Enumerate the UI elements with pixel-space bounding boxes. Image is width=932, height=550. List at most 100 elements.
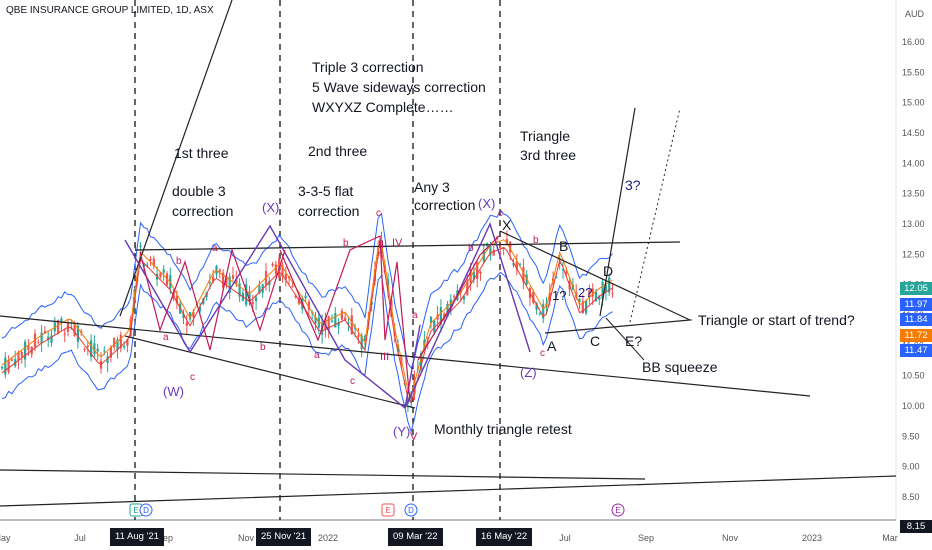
date-label: 25 Nov '21 (256, 528, 312, 546)
price-label: 8.15 (900, 520, 932, 533)
price-axis (896, 0, 932, 528)
annotation-triangle: Triangle (520, 128, 570, 144)
candle-body (90, 340, 93, 357)
candle-body (307, 301, 310, 310)
candle-body (271, 264, 274, 266)
price-label: 12.05 (900, 282, 932, 295)
candle-body (380, 239, 383, 255)
wave-label-X: (X) (478, 196, 495, 211)
candle-body (314, 316, 317, 324)
candle-body (103, 350, 106, 352)
event-badge-shape (611, 503, 625, 517)
candle-body (337, 322, 340, 327)
wave-label-D: D (603, 263, 613, 279)
candle-body (413, 377, 416, 395)
subwave-label-I: I (134, 242, 137, 254)
candle-body (367, 319, 370, 325)
candle-body (106, 356, 109, 364)
candle-body (152, 258, 155, 266)
event-badge-shape (404, 503, 418, 517)
wave-label-X-black: X (502, 217, 512, 233)
candle-body (86, 345, 89, 348)
projection-line (599, 107, 636, 317)
annotation-any3: correction (414, 197, 475, 213)
candle-body (548, 292, 551, 302)
subwave-label-II: II (378, 239, 384, 251)
annotation-header: WXYXZ Complete…… (312, 99, 454, 115)
candle-body (588, 290, 591, 298)
candle-body (57, 319, 60, 334)
candle-body (139, 245, 142, 247)
currency-label: AUD (905, 9, 925, 19)
candle-body (251, 301, 254, 305)
subwave-label: c (376, 208, 381, 219)
time-tick: 2023 (802, 533, 822, 543)
candle-body (344, 317, 347, 321)
candle-body (47, 336, 50, 341)
candle-body (255, 297, 258, 301)
subwave-label: a (412, 310, 418, 321)
price-tick: 13.50 (902, 189, 925, 199)
candle-body (585, 300, 588, 314)
price-tick: 13.00 (902, 219, 925, 229)
candle-body (96, 348, 99, 352)
wave-segment (404, 324, 421, 409)
projection-dotted (629, 107, 681, 323)
wave-label-1: 1? (552, 288, 566, 303)
candle-body (146, 264, 149, 267)
price-tick: 12.50 (902, 249, 925, 259)
annotation-triangle-or-trend: Triangle or start of trend? (698, 312, 855, 328)
time-tick: Nov (722, 533, 739, 543)
wave-label-2: 2? (578, 285, 592, 300)
time-tick: Jul (559, 533, 571, 543)
candle-body (350, 315, 353, 335)
candle-body (63, 333, 66, 335)
wave-label-Z: (Z) (520, 365, 537, 380)
candle-body (462, 296, 466, 300)
wave-label-3: 3? (625, 177, 641, 193)
subwave-label: b (343, 238, 349, 249)
annotation-double3: double 3 (172, 183, 226, 199)
subwave-label: a (314, 350, 320, 361)
price-tick: 10.50 (902, 371, 925, 381)
subwave-label-IV: IV (392, 237, 403, 249)
candle-body (334, 312, 337, 328)
candle-body (245, 284, 248, 305)
monthly-line-1 (0, 469, 646, 480)
candle-body (281, 264, 284, 277)
candle-body (555, 277, 558, 279)
price-label: 11.47 (900, 344, 932, 357)
monthly-line-2 (0, 475, 897, 507)
subwave-label: c (190, 372, 195, 383)
candle-body (515, 260, 518, 270)
candle-body (522, 267, 525, 283)
subwave-red-1 (139, 247, 286, 351)
candle-body (538, 312, 541, 315)
wave-zigzag (124, 222, 531, 410)
candle-body (608, 277, 611, 293)
moving-average-orange (1, 239, 613, 397)
candle-body (248, 291, 251, 302)
candle-body (37, 341, 40, 343)
subwave-label: b (176, 256, 182, 267)
event-badge-shape (381, 503, 395, 517)
subwave-label: c (540, 348, 545, 359)
candle-body (235, 278, 238, 284)
price-label: 11.72 (900, 329, 932, 342)
annotation-double3: correction (172, 203, 233, 219)
annotation-monthly-retest: Monthly triangle retest (434, 421, 572, 437)
time-tick: Mar (882, 533, 898, 543)
candle-body (83, 348, 86, 350)
candle-body (604, 285, 607, 293)
candle-body (109, 346, 112, 358)
moving-average-red (1, 247, 613, 405)
price-tick: 14.50 (902, 128, 925, 138)
candle-body (268, 281, 271, 286)
price-tick: 14.00 (902, 158, 925, 168)
candle-body (123, 345, 126, 348)
event-badge-text: D (143, 506, 149, 515)
candles (0, 230, 614, 413)
candle-body (433, 320, 436, 333)
time-tick: Sep (157, 533, 173, 543)
